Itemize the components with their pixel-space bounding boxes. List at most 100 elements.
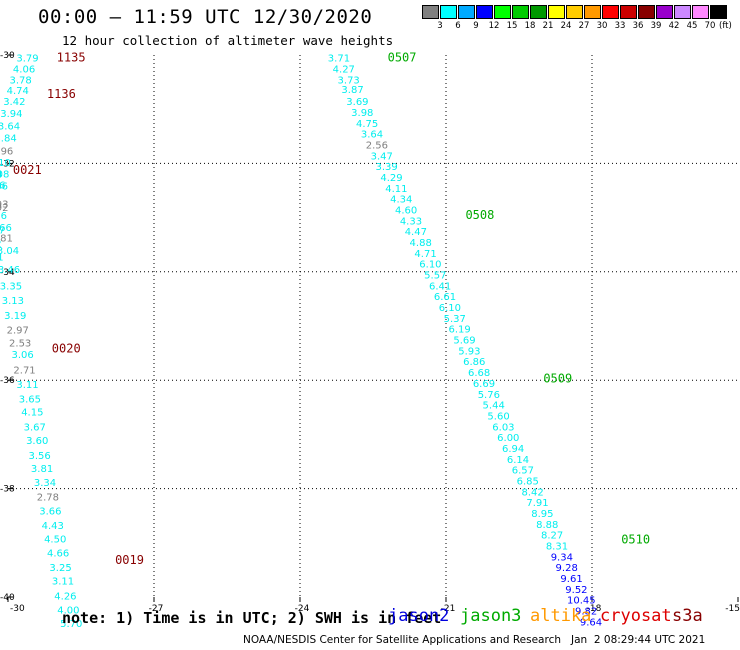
color-legend: 3 6 9 12 15 18 21 24 27 30 33 36 39 42 45 70 (ft) [422,5,740,31]
data-point-s3a: 4.74 [7,86,29,97]
data-point-jason3: 6.86 [463,357,485,368]
satellite-altika: altika [530,606,592,626]
data-point-s3a: 3.11 [16,380,38,391]
data-point-s3a: 3.96 [0,181,6,192]
legend-swatch [548,5,565,19]
data-point-jason3: 6.69 [473,379,495,390]
satellite-s3a: s3a [672,606,703,626]
data-point-jason3: 6.61 [434,292,456,303]
data-point-jason3: 8.95 [531,509,553,520]
data-point-jason3: 9.34 [551,552,573,563]
data-point-jason3: 7.91 [526,498,548,509]
legend-swatch [512,5,529,19]
legend-swatch [674,5,691,19]
data-point-jason3: 6.41 [429,281,451,292]
data-point-jason3: 3.39 [375,162,397,173]
legend-label: 30 [596,21,608,31]
data-point-s3a: 3.56 [29,451,51,462]
data-point-s3a: 3.47 [0,226,5,237]
data-point-s3a: 2.93 [0,200,8,211]
legend-label: 27 [578,21,590,31]
data-point-s3a: 4.26 [54,591,76,602]
data-point-s3a: 3.11 [0,253,4,264]
legend-label: 39 [650,21,662,31]
data-point-jason3: 6.19 [448,325,470,336]
data-point-s3a: 3.06 [11,350,33,361]
legend-label: 21 [542,21,554,31]
satellite-jason3: jason3 [460,606,522,626]
data-point-s3a: 2.96 [0,146,13,157]
color-labels: 3 6 9 12 15 18 21 24 27 30 33 36 39 42 45 70 (ft) [422,19,740,31]
data-point-s3a: 3.35 [0,281,22,292]
data-point-s3a: 3.82 [0,239,2,250]
data-point-s3a: 3.04 [0,246,19,257]
data-point-jason3: 6.68 [468,368,490,379]
time-label-jason3: 0509 [543,371,572,385]
legend-label: 36 [632,21,644,31]
data-point-s3a: 3.78 [10,75,32,86]
data-point-s3a: 2.92 [0,203,8,214]
data-point-s3a: 2.78 [37,493,59,504]
legend-swatch [494,5,511,19]
x-tick-label: -15 [725,604,740,614]
legend-label: 6 [455,21,461,31]
data-point-jason3: 5.69 [453,336,475,347]
time-label-jason3: 0508 [465,208,494,222]
data-point-jason3: 5.76 [478,390,500,401]
data-point-s3a: 3.66 [0,223,12,234]
data-point-jason3: 3.69 [346,97,368,108]
time-label-s3a: 0021 [13,163,42,177]
data-point-jason3: 6.85 [517,476,539,487]
data-point-jason3: 6.57 [512,466,534,477]
data-point-jason3: 9.82 [575,607,597,618]
satellite-cryosat: cryosat [600,606,672,626]
data-point-jason3: 6.94 [502,444,524,455]
time-label-s3a: 1136 [47,87,76,101]
data-point-jason3: 6.10 [419,260,441,271]
y-tick-label: -38 [0,485,15,495]
data-point-s3a: 4.08 [0,170,9,181]
data-point-s3a: 4.15 [21,408,43,419]
data-point-s3a: 3.34 [34,478,56,489]
color-swatches [422,5,740,19]
data-point-jason3: 3.64 [361,130,383,141]
legend-label: 24 [560,21,572,31]
data-point-jason3: 4.29 [380,173,402,184]
chart-title: 00:00 – 11:59 UTC 12/30/2020 [38,6,373,28]
data-point-jason3: 2.56 [366,140,388,151]
data-point-s3a: 3.65 [19,395,41,406]
data-point-s3a: 3.19 [4,311,26,322]
legend-swatch [440,5,457,19]
data-point-jason3: 3.73 [338,75,360,86]
data-point-jason3: 4.34 [390,195,412,206]
data-point-jason3: 4.75 [356,119,378,130]
data-point-s3a: 3.25 [49,563,71,574]
data-point-jason3: 9.61 [560,574,582,585]
legend-unit: (ft) [719,21,732,31]
data-point-jason3: 5.57 [424,271,446,282]
satellite-jason2: jason2 [388,606,450,626]
legend-label: 42 [668,21,680,31]
data-point-jason3: 8.88 [536,520,558,531]
time-label-s3a: 0019 [115,553,144,567]
data-point-jason3: 4.60 [395,205,417,216]
data-point-jason3: 3.47 [371,151,393,162]
legend-swatch [566,5,583,19]
data-point-s3a: 3.64 [0,121,20,132]
data-point-jason3: 3.98 [351,108,373,119]
time-label-jason3: 0507 [388,51,417,65]
legend-label: 18 [524,21,536,31]
legend-label: 33 [614,21,626,31]
data-point-jason3: 4.71 [414,249,436,260]
data-point-jason3: 6.03 [492,422,514,433]
data-point-jason3: 9.64 [580,617,602,628]
time-label-s3a: 0020 [52,342,81,356]
legend-swatch [530,5,547,19]
data-point-jason3: 6.10 [439,303,461,314]
legend-swatch [458,5,475,19]
legend-label: 12 [488,21,500,31]
data-point-s3a: 3.81 [31,464,53,475]
legend-swatch [656,5,673,19]
data-point-s3a: 3.66 [39,506,61,517]
legend-swatch [638,5,655,19]
